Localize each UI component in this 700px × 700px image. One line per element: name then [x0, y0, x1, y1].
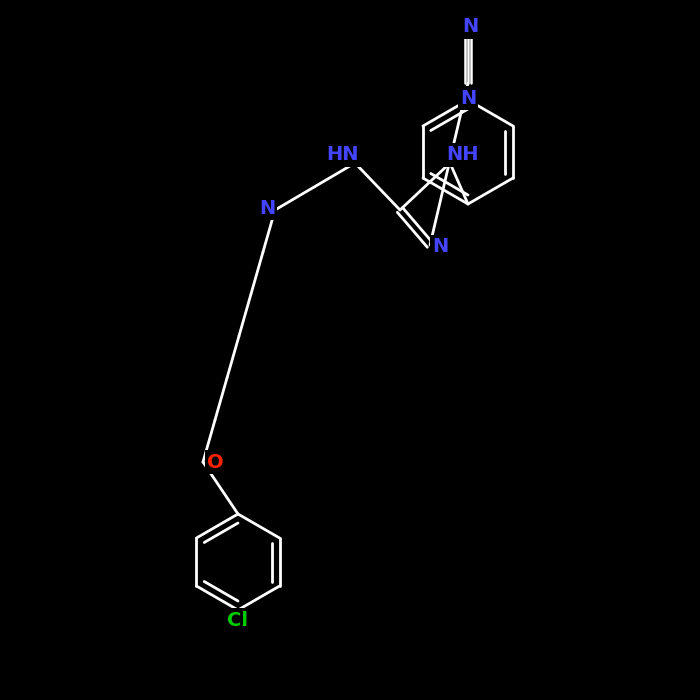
Text: N: N [259, 199, 275, 218]
Text: O: O [206, 452, 223, 472]
Text: NH: NH [446, 146, 478, 164]
Text: N: N [432, 237, 448, 256]
Text: N: N [462, 18, 478, 36]
Text: N: N [460, 88, 476, 108]
Text: HN: HN [327, 146, 359, 164]
Text: Cl: Cl [228, 610, 248, 629]
